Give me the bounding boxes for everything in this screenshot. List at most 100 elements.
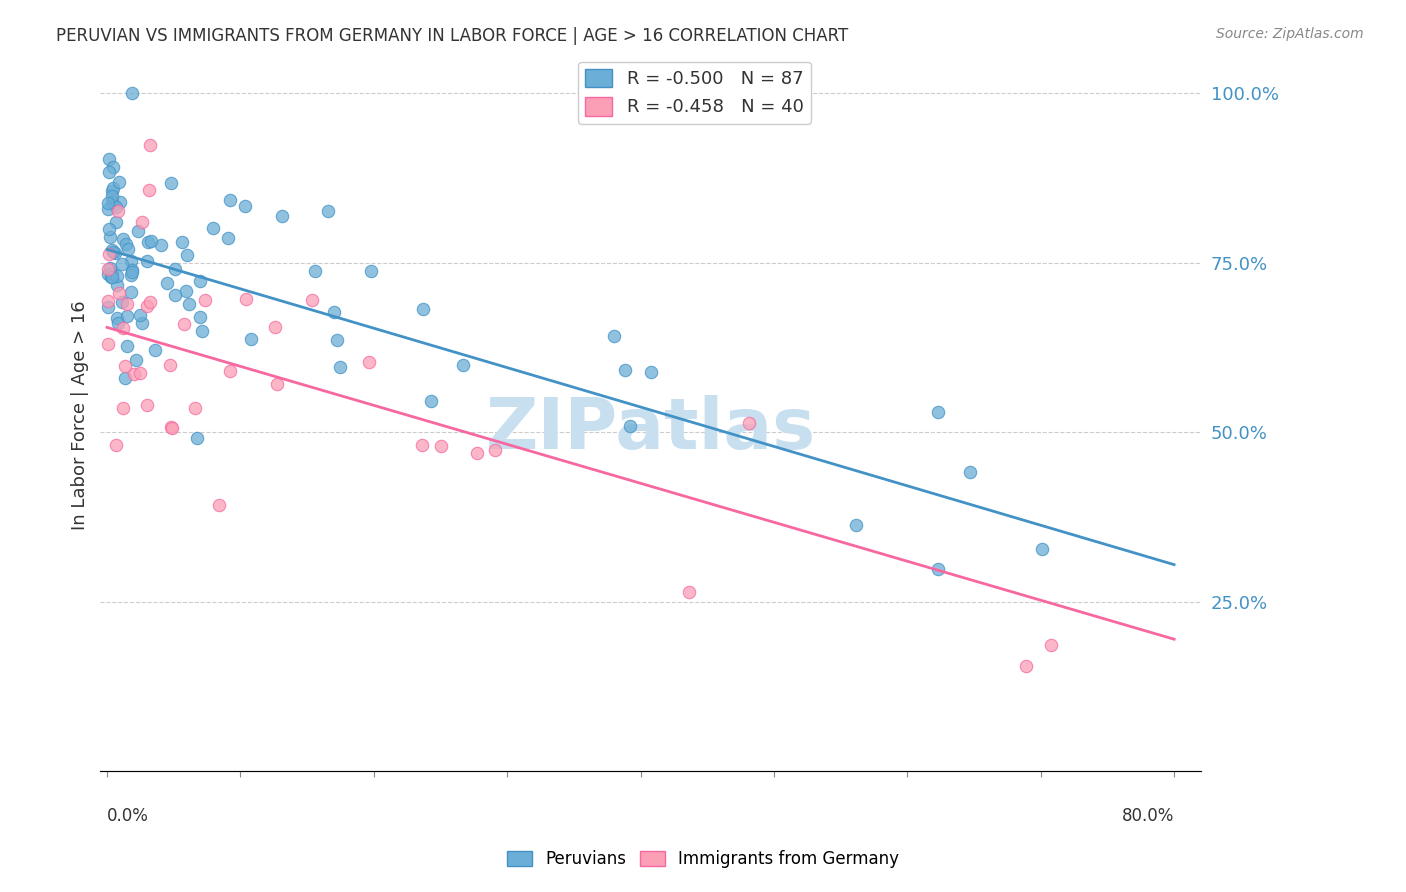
Legend: R = -0.500   N = 87, R = -0.458   N = 40: R = -0.500 N = 87, R = -0.458 N = 40 [578, 62, 811, 124]
Point [202, 220, 225, 235]
Point [101, 243, 124, 257]
Point [139, 295, 162, 310]
Point [614, 363, 637, 377]
Text: PERUVIAN VS IMMIGRANTS FROM GERMANY IN LABOR FORCE | AGE > 16 CORRELATION CHART: PERUVIAN VS IMMIGRANTS FROM GERMANY IN L… [56, 27, 848, 45]
Point [101, 244, 124, 259]
Text: Source: ZipAtlas.com: Source: ZipAtlas.com [1216, 27, 1364, 41]
Y-axis label: In Labor Force | Age > 16: In Labor Force | Age > 16 [72, 301, 89, 531]
Point [163, 261, 186, 276]
Point [208, 498, 231, 512]
Point [105, 200, 128, 214]
Point [194, 293, 217, 308]
Point [101, 270, 124, 285]
Point [235, 293, 257, 307]
Point [112, 321, 135, 335]
Point [115, 339, 138, 353]
Point [360, 264, 382, 278]
Point [359, 355, 381, 369]
Point [411, 438, 433, 452]
Point [170, 235, 193, 250]
Point [103, 180, 125, 194]
Point [97, 202, 120, 216]
Point [219, 193, 242, 207]
Point [114, 359, 136, 374]
Point [108, 195, 131, 210]
Point [217, 231, 239, 245]
Point [1031, 542, 1053, 557]
Point [149, 237, 172, 252]
Point [159, 419, 181, 434]
Point [233, 199, 256, 213]
Point [115, 237, 138, 252]
Point [131, 215, 153, 229]
Point [266, 377, 288, 392]
Point [136, 398, 159, 412]
Point [108, 175, 131, 189]
Point [326, 333, 349, 347]
Point [107, 204, 129, 219]
Point [100, 269, 122, 284]
Point [105, 310, 128, 325]
Point [176, 248, 198, 262]
Point [190, 274, 212, 288]
Point [218, 364, 240, 378]
Point [143, 343, 166, 357]
Point [136, 235, 159, 250]
Point [927, 562, 949, 576]
Text: ZIPatlas: ZIPatlas [485, 395, 815, 464]
Point [97, 196, 120, 211]
Point [97, 152, 120, 166]
Point [98, 247, 121, 261]
Point [98, 260, 121, 275]
Point [465, 445, 488, 459]
Point [101, 189, 124, 203]
Point [135, 299, 157, 313]
Point [159, 358, 181, 372]
Point [105, 214, 128, 228]
Point [114, 371, 136, 385]
Point [117, 243, 139, 257]
Point [1039, 638, 1062, 652]
Point [120, 254, 142, 268]
Point [120, 285, 142, 299]
Point [163, 288, 186, 302]
Point [108, 286, 131, 301]
Point [135, 254, 157, 268]
Point [430, 439, 453, 453]
Point [304, 264, 326, 278]
Point [97, 267, 120, 281]
Point [603, 328, 626, 343]
Point [959, 465, 981, 479]
Point [271, 209, 294, 223]
Point [323, 305, 346, 319]
Point [845, 517, 868, 532]
Point [111, 295, 134, 310]
Text: 0.0%: 0.0% [107, 807, 149, 825]
Point [121, 265, 143, 279]
Point [619, 418, 641, 433]
Point [316, 203, 339, 218]
Point [160, 420, 183, 434]
Point [105, 277, 128, 292]
Point [128, 308, 150, 322]
Point [107, 316, 129, 330]
Point [453, 358, 475, 372]
Point [738, 416, 761, 430]
Point [264, 319, 287, 334]
Point [420, 393, 443, 408]
Point [186, 431, 208, 445]
Point [105, 269, 128, 284]
Point [111, 257, 134, 271]
Point [101, 161, 124, 175]
Point [129, 366, 152, 380]
Point [131, 316, 153, 330]
Point [160, 176, 183, 190]
Point [240, 332, 263, 346]
Point [115, 297, 138, 311]
Point [156, 276, 179, 290]
Point [122, 367, 145, 381]
Point [115, 309, 138, 323]
Point [328, 359, 350, 374]
Point [183, 401, 205, 416]
Point [484, 443, 506, 458]
